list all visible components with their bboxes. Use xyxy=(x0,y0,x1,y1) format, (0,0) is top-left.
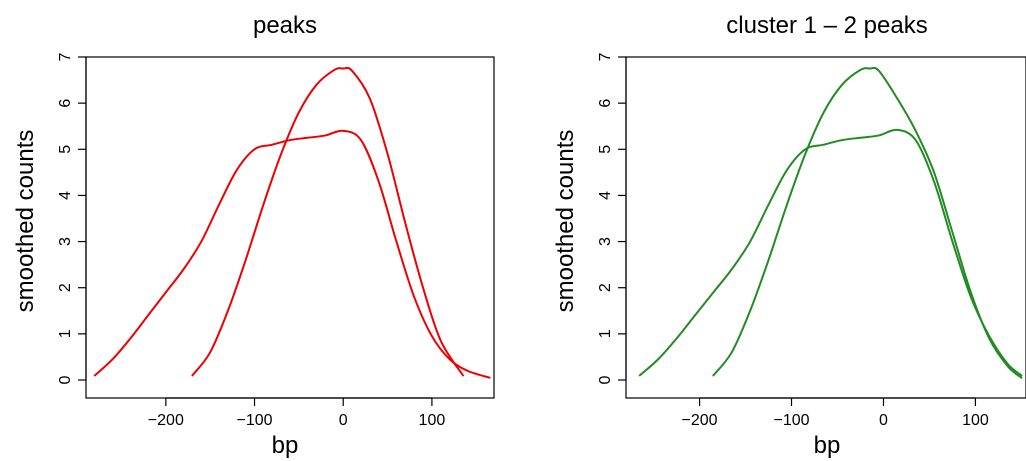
chart-title: peaks xyxy=(253,12,317,39)
y-tick-label: 7 xyxy=(597,52,614,61)
y-tick-label: 3 xyxy=(597,237,614,246)
plot-area xyxy=(93,66,491,379)
y-axis: 0 1 2 3 4 5 6 7 xyxy=(57,52,87,384)
y-tick-label: 2 xyxy=(57,283,74,292)
chart-panel-peaks: peaks −200 −100 0 100 0 1 2 3 4 5 6 7 bp smoothed … xyxy=(12,12,495,459)
x-axis: −200 −100 0 100 xyxy=(148,397,446,429)
y-tick-label: 1 xyxy=(597,329,614,338)
x-tick-label: −100 xyxy=(773,412,809,429)
y-axis-label: smoothed counts xyxy=(552,130,579,313)
x-tick-label: 0 xyxy=(339,412,348,429)
chart-title: cluster 1 – 2 peaks xyxy=(726,12,927,39)
x-tick-label: −100 xyxy=(236,412,272,429)
x-axis-label: bp xyxy=(272,432,299,459)
y-tick-label: 6 xyxy=(597,99,614,108)
plot-area xyxy=(638,66,1023,379)
series-line-1 xyxy=(638,128,1023,377)
plot-frame xyxy=(85,56,495,399)
series-line-2 xyxy=(191,66,464,377)
x-axis-label: bp xyxy=(814,432,841,459)
y-axis-label: smoothed counts xyxy=(12,130,39,313)
y-tick-label: 6 xyxy=(57,99,74,108)
y-tick-label: 4 xyxy=(57,191,74,200)
x-tick-label: −200 xyxy=(148,412,184,429)
y-tick-label: 7 xyxy=(57,52,74,61)
y-tick-label: 2 xyxy=(597,283,614,292)
y-tick-label: 5 xyxy=(57,145,74,154)
series-line-1 xyxy=(93,129,491,379)
x-tick-label: −200 xyxy=(682,412,718,429)
x-tick-label: 0 xyxy=(879,412,888,429)
x-tick-label: 100 xyxy=(419,412,446,429)
y-tick-label: 1 xyxy=(57,329,74,338)
chart-panel-cluster: cluster 1 – 2 peaks −200 −100 0 100 0 1 2 3 4 5 6… xyxy=(552,12,1026,459)
x-axis: −200 −100 0 100 xyxy=(682,397,989,429)
y-tick-label: 5 xyxy=(597,145,614,154)
y-axis: 0 1 2 3 4 5 6 7 xyxy=(597,52,627,384)
x-tick-label: 100 xyxy=(962,412,989,429)
y-tick-label: 0 xyxy=(597,375,614,384)
y-tick-label: 3 xyxy=(57,237,74,246)
y-tick-label: 4 xyxy=(597,191,614,200)
y-tick-label: 0 xyxy=(57,375,74,384)
series-line-2 xyxy=(712,66,1023,379)
